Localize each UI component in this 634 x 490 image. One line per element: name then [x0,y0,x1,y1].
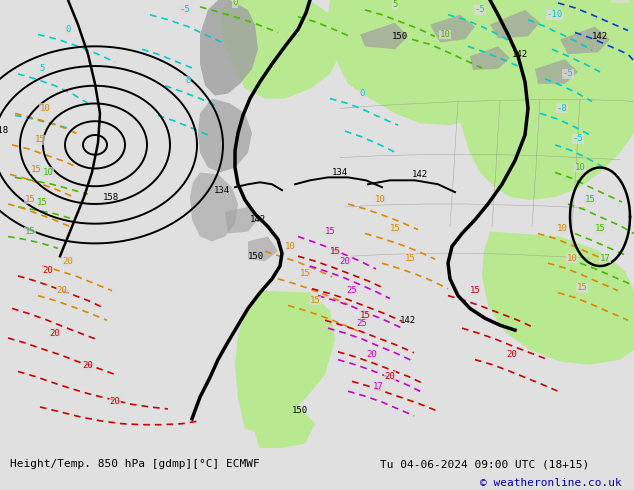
Text: 134: 134 [214,186,230,195]
Text: 17: 17 [600,254,611,263]
Text: 20: 20 [366,350,377,359]
Text: 0: 0 [65,25,70,34]
Polygon shape [235,291,335,434]
Text: 15: 15 [30,165,41,174]
Text: 20: 20 [385,372,396,381]
Text: 0: 0 [232,0,238,7]
Text: 15: 15 [585,195,595,203]
Text: 20: 20 [63,257,74,266]
Text: -10: -10 [547,10,563,19]
Text: 150: 150 [292,406,308,416]
Text: 25: 25 [356,318,367,328]
Text: 10: 10 [574,163,585,172]
Text: 118: 118 [0,125,9,135]
Text: 20: 20 [42,267,53,275]
Text: 15: 15 [25,195,36,203]
Polygon shape [328,0,545,125]
Text: 15: 15 [37,197,48,206]
Text: 150: 150 [248,252,264,261]
Text: 20: 20 [507,350,517,359]
Text: 15: 15 [35,135,46,145]
Text: 20: 20 [82,361,93,370]
Text: 158: 158 [103,193,119,201]
Polygon shape [490,10,540,38]
Text: -5: -5 [179,5,190,14]
Text: 17: 17 [373,382,384,391]
Text: -5: -5 [562,70,573,78]
Text: 15: 15 [330,247,340,256]
Polygon shape [482,232,634,365]
Text: 20: 20 [56,286,67,295]
Text: 0: 0 [359,89,365,98]
Polygon shape [560,26,610,54]
Text: 10: 10 [42,168,53,177]
Text: 142: 142 [400,316,416,325]
Text: 142: 142 [412,170,428,179]
Text: 5: 5 [39,65,44,74]
Polygon shape [225,207,258,234]
Polygon shape [255,404,315,448]
Text: 142: 142 [611,0,629,2]
Text: 15: 15 [390,224,401,233]
Text: 10: 10 [439,30,450,39]
Polygon shape [248,237,278,261]
Text: 15: 15 [309,296,320,305]
Polygon shape [360,23,408,49]
Text: 15: 15 [577,283,587,292]
Text: 150: 150 [392,32,408,41]
Polygon shape [535,59,578,84]
Text: 15: 15 [470,286,481,295]
Polygon shape [198,98,252,172]
Polygon shape [458,0,634,200]
Text: 20: 20 [110,396,120,406]
Text: 10: 10 [567,254,578,263]
Text: 15: 15 [359,311,370,320]
Text: 10: 10 [557,224,567,233]
Polygon shape [470,47,510,70]
Text: 20: 20 [340,257,351,266]
Text: © weatheronline.co.uk: © weatheronline.co.uk [479,477,621,488]
Text: 15: 15 [300,270,311,278]
Text: -8: -8 [557,104,567,113]
Text: -5: -5 [573,134,583,144]
Polygon shape [430,15,475,42]
Polygon shape [190,172,238,242]
Text: 0: 0 [185,76,191,85]
Text: 142: 142 [592,32,608,41]
Text: Tu 04-06-2024 09:00 UTC (18+15): Tu 04-06-2024 09:00 UTC (18+15) [380,459,590,469]
Polygon shape [220,0,340,98]
Text: 10: 10 [375,195,385,203]
Text: 10: 10 [285,242,295,251]
Text: Height/Temp. 850 hPa [gdmp][°C] ECMWF: Height/Temp. 850 hPa [gdmp][°C] ECMWF [10,459,259,469]
Text: 15: 15 [25,227,36,236]
Text: 15: 15 [404,254,415,263]
Text: 25: 25 [347,286,358,295]
Text: 15: 15 [595,224,605,233]
Text: 142: 142 [512,49,528,59]
Text: 10: 10 [39,104,50,113]
Polygon shape [200,0,258,96]
Text: 134: 134 [332,168,348,177]
Text: -5: -5 [475,5,486,14]
Text: 5: 5 [392,0,398,9]
Text: 142: 142 [250,215,266,224]
Text: 15: 15 [325,227,335,236]
Text: 20: 20 [49,329,60,338]
